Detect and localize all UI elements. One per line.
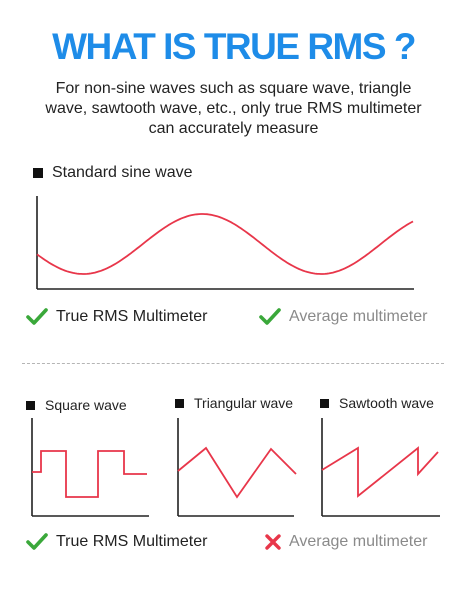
nonsine-true-rms-result: True RMS Multimeter [26,533,207,551]
check-icon [26,308,48,325]
square-bullet-icon [33,168,43,178]
square-bullet-icon [175,398,184,408]
square-section-label: Square wave [45,397,127,413]
sawtooth-section-label: Sawtooth wave [339,395,434,411]
square-wave-curve [32,450,147,498]
triangular-section-heading: Triangular wave [175,395,293,411]
triangular-wave-curve [177,446,297,499]
triangular-section-label: Triangular wave [194,395,294,411]
triangular-wave-plot [177,418,297,517]
intro-line: For non-sine waves such as square wave, … [55,80,412,97]
true-rms-label: True RMS Multimeter [56,533,208,550]
check-icon [259,308,281,325]
nonsine-average-result: Average multimeter [265,533,427,551]
sine-wave-curve [36,213,414,275]
square-bullet-icon [26,400,35,410]
sawtooth-wave-curve [321,446,439,498]
check-icon [26,533,48,550]
sine-average-result: Average multimeter [259,308,427,326]
sine-wave-plot [36,196,414,290]
intro-line: can accurately measure [148,120,319,137]
square-wave-plot [31,418,149,517]
sine-section-heading: Standard sine wave [33,164,193,182]
square-section-heading: Square wave [26,397,127,413]
section-divider [22,363,444,364]
page-title: WHAT IS TRUE RMS ? [52,26,416,67]
cross-icon [265,534,281,550]
sawtooth-wave-plot [321,418,440,517]
sine-section-label: Standard sine wave [52,164,193,181]
intro-text: For non-sine waves such as square wave, … [20,79,447,139]
sawtooth-section-heading: Sawtooth wave [320,395,434,411]
square-bullet-icon [320,398,329,408]
average-label: Average multimeter [289,533,428,550]
sine-true-rms-result: True RMS Multimeter [26,308,207,326]
true-rms-label: True RMS Multimeter [56,308,208,325]
average-label: Average multimeter [289,308,428,325]
intro-line: wave, sawtooth wave, etc., only true RMS… [45,100,422,117]
